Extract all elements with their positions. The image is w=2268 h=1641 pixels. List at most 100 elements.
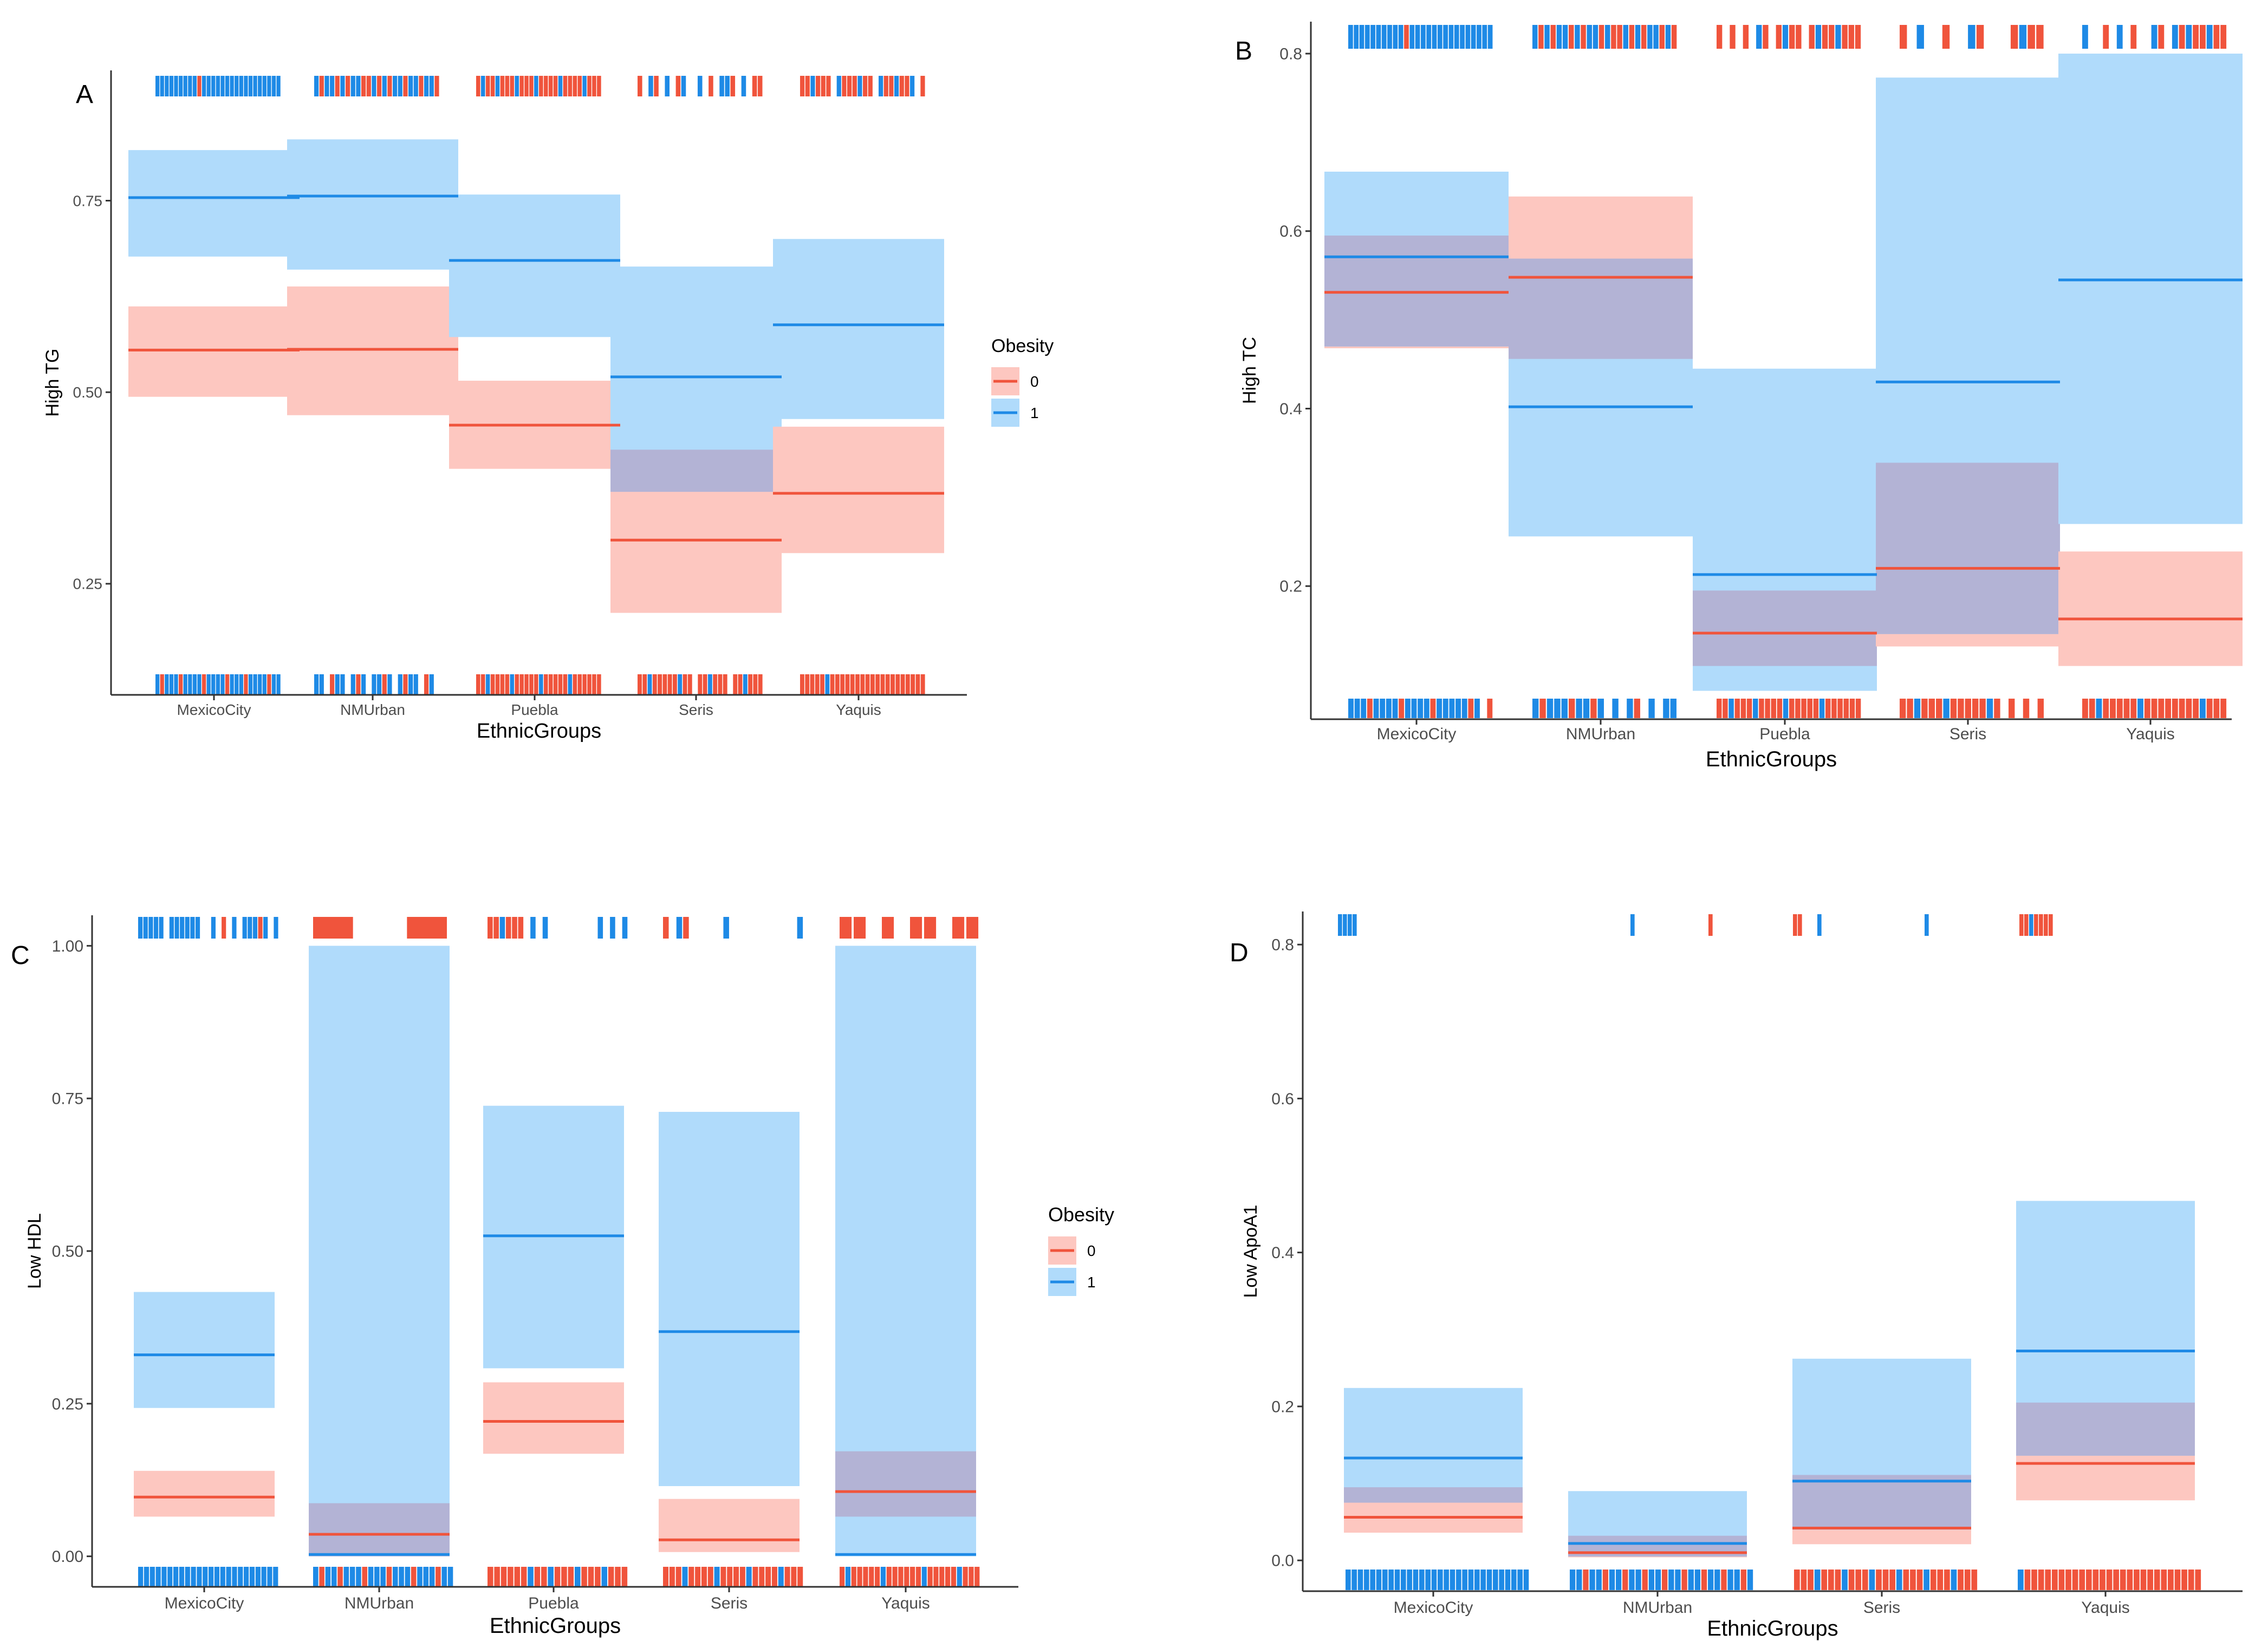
rug-tick-obesity-0: [1538, 25, 1544, 49]
rug-tick-obesity-0: [1740, 1570, 1747, 1590]
rug-tick-obesity-0: [597, 674, 601, 694]
rug-tick-obesity-1: [2199, 699, 2206, 718]
rug-tick-obesity-1: [273, 1567, 278, 1587]
rug-tick-obesity-1: [647, 674, 652, 694]
rug-tick-obesity-0: [2085, 1570, 2092, 1590]
rug-tick-obesity-0: [563, 674, 568, 694]
rug-tick-obesity-1: [610, 917, 615, 939]
rug-tick-obesity-1: [429, 1567, 435, 1587]
rug-tick-obesity-1: [169, 917, 174, 939]
rug-tick-obesity-0: [899, 76, 904, 96]
rug-tick-obesity-0: [2199, 25, 2206, 49]
rug-tick-obesity-1: [1413, 1570, 1419, 1590]
rug-tick-obesity-0: [1659, 25, 1665, 49]
rug-tick-obesity-0: [1950, 699, 1957, 718]
panel-label: C: [11, 941, 30, 970]
rug-tick-obesity-1: [1438, 1570, 1443, 1590]
rug-tick-obesity-0: [2051, 1570, 2058, 1590]
rug-tick-obesity-1: [1382, 1570, 1388, 1590]
rug-tick-obesity-0: [2036, 25, 2044, 49]
rug-tick-obesity-0: [2174, 1570, 2181, 1590]
rug-tick-obesity-0: [1855, 699, 1861, 718]
rug-tick-obesity-1: [399, 1567, 404, 1587]
rug-tick-obesity-0: [411, 1567, 417, 1587]
rug-tick-obesity-1: [417, 1567, 423, 1587]
rug-tick-obesity-1: [2018, 1570, 2024, 1590]
rug-tick-obesity-0: [548, 76, 553, 96]
rug-tick-obesity-1: [528, 1567, 534, 1587]
rug-tick-obesity-1: [314, 674, 319, 694]
rug-tick-obesity-1: [1670, 699, 1676, 718]
rug-tick-obesity-1: [183, 674, 187, 694]
rug-tick-obesity-1: [361, 674, 366, 694]
rug-tick-obesity-1: [1461, 699, 1467, 718]
rug-tick-obesity-0: [501, 1567, 507, 1587]
rug-tick-obesity-1: [1480, 1570, 1486, 1590]
rug-tick-obesity-1: [235, 76, 239, 96]
y-tick-label: 0.0: [1271, 1552, 1294, 1570]
rug-tick-obesity-1: [262, 76, 267, 96]
rug-tick-obesity-1: [1523, 1570, 1529, 1590]
y-tick-label: 0.75: [52, 1090, 83, 1108]
rug-tick-obesity-1: [2019, 25, 2027, 49]
rug-tick-obesity-0: [1930, 1570, 1936, 1590]
panel-label: A: [76, 80, 93, 109]
rug-tick-obesity-1: [203, 1567, 208, 1587]
rug-tick-obesity-1: [1418, 699, 1424, 718]
rug-tick-obesity-0: [519, 674, 524, 694]
rug-tick-obesity-0: [561, 1567, 567, 1587]
rug-tick-obesity-1: [1589, 1570, 1595, 1590]
rug-tick-obesity-1: [836, 76, 841, 96]
ci-band-overlap: [2016, 1402, 2195, 1456]
rug-tick-obesity-1: [1449, 699, 1455, 718]
rug-tick-obesity-1: [1460, 25, 1465, 49]
rug-tick-obesity-0: [500, 674, 505, 694]
rug-tick-obesity-1: [1943, 699, 1949, 718]
rug-tick-obesity-0: [1776, 25, 1782, 49]
rug-tick-obesity-1: [216, 76, 220, 96]
rug-tick-obesity-0: [615, 1567, 621, 1587]
y-axis-title: Low HDL: [24, 1213, 45, 1289]
rug-tick-obesity-1: [1668, 1570, 1674, 1590]
rug-tick-obesity-0: [727, 1567, 733, 1587]
rug-tick-obesity-1: [244, 1567, 249, 1587]
rug-tick-obesity-1: [220, 1567, 225, 1587]
ci-band-obesity-1: [449, 194, 620, 337]
rug-tick-obesity-0: [356, 674, 361, 694]
rug-tick-obesity-0: [2213, 699, 2220, 718]
rug-tick-obesity-0: [313, 917, 353, 939]
rug-tick-obesity-0: [663, 917, 669, 939]
rug-tick-obesity-1: [398, 674, 402, 694]
rug-tick-obesity-0: [2220, 699, 2227, 718]
rug-tick-obesity-1: [165, 674, 169, 694]
rug-tick-obesity-1: [568, 674, 573, 694]
rug-tick-obesity-1: [1348, 699, 1354, 718]
x-tick-label: NMUrban: [345, 1594, 414, 1612]
legend-entry-label: 1: [1087, 1274, 1096, 1291]
rug-tick-obesity-0: [1937, 1570, 1944, 1590]
rug-tick-obesity-0: [1801, 1570, 1807, 1590]
rug-tick-obesity-1: [1663, 699, 1669, 718]
rug-tick-obesity-1: [1842, 1570, 1848, 1590]
rug-tick-obesity-0: [927, 1567, 933, 1587]
rug-tick-obesity-1: [558, 76, 563, 96]
rug-tick-obesity-0: [889, 76, 894, 96]
rug-tick-obesity-0: [791, 1567, 797, 1587]
rug-tick-obesity-0: [2072, 1570, 2078, 1590]
rug-tick-obesity-1: [1482, 25, 1487, 49]
rug-tick-obesity-0: [1794, 1570, 1800, 1590]
rug-tick-obesity-1: [1357, 1570, 1363, 1590]
rug-tick-obesity-0: [810, 674, 815, 694]
rug-tick-obesity-1: [206, 674, 211, 694]
rug-tick-obesity-0: [553, 674, 558, 694]
rug-tick-obesity-0: [1569, 699, 1575, 718]
rug-tick-obesity-1: [810, 76, 815, 96]
rug-tick-obesity-1: [1394, 1570, 1400, 1590]
rug-tick-obesity-1: [1419, 1570, 1425, 1590]
rug-tick-obesity-1: [515, 76, 519, 96]
rug-tick-obesity-0: [974, 1567, 980, 1587]
rug-tick-obesity-1: [2137, 699, 2143, 718]
rug-tick-obesity-0: [387, 76, 392, 96]
rug-tick-obesity-1: [2029, 914, 2033, 936]
rug-tick-obesity-1: [1756, 25, 1762, 49]
